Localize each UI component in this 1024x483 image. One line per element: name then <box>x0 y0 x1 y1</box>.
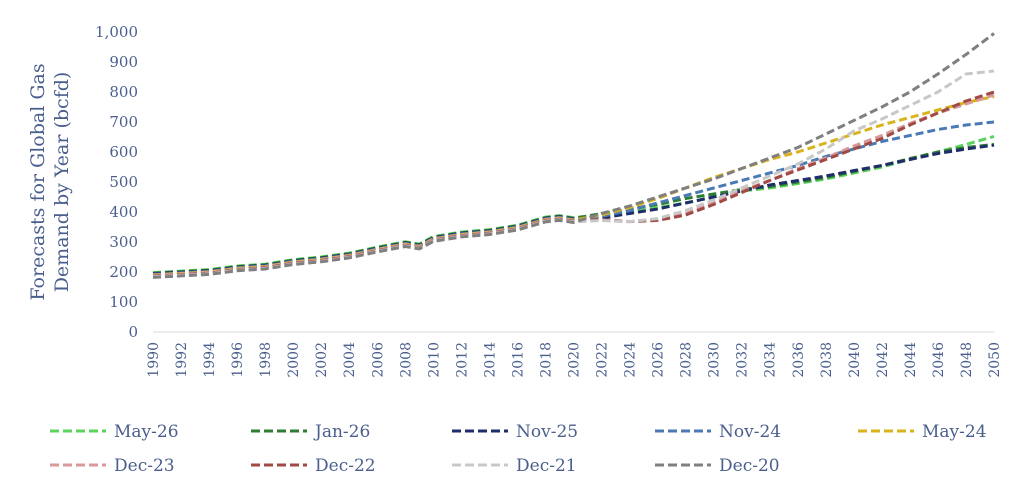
x-tick-label: 2014 <box>482 342 498 378</box>
x-tick-label: 2050 <box>987 342 1003 378</box>
y-tick-label: 200 <box>109 263 138 281</box>
x-tick-label: 2040 <box>847 342 863 378</box>
legend-item-dec-21: Dec-21 <box>452 456 577 476</box>
x-tick-label: 2006 <box>370 342 386 378</box>
y-tick-label: 800 <box>109 83 138 101</box>
x-tick-label: 2032 <box>735 342 751 378</box>
y-axis-title-line: Forecasts for Global Gas <box>27 63 49 300</box>
series-line-dec-22 <box>152 90 995 278</box>
x-tick-label: 2048 <box>959 342 975 378</box>
x-tick-label: 2018 <box>538 342 554 378</box>
y-axis-label: Forecasts for Global Gas Demand by Year (… <box>27 63 73 300</box>
x-tick-label: 1998 <box>258 342 274 378</box>
x-tick-label: 1992 <box>174 342 190 378</box>
x-tick-label: 2000 <box>286 342 302 378</box>
series-lines <box>152 32 995 279</box>
legend-item-dec-20: Dec-20 <box>655 456 780 476</box>
y-axis-title-line: Demand by Year (bcfd) <box>51 72 73 293</box>
x-tick-label: 2034 <box>763 342 779 378</box>
legend: May-26 Jan-26 Nov-25 Nov-24 May-24 Dec-23 Dec-… <box>50 422 987 476</box>
legend-label: Jan-26 <box>313 422 370 442</box>
x-tick-label: 2024 <box>623 342 639 378</box>
x-tick-label: 2004 <box>342 342 358 378</box>
x-tick-label: 2028 <box>679 342 695 378</box>
legend-item-nov-25: Nov-25 <box>452 422 578 442</box>
y-tick-label: 100 <box>109 293 138 311</box>
series-line-may-24 <box>152 95 995 277</box>
x-tick-label: 2036 <box>791 342 807 378</box>
legend-label: Dec-22 <box>315 456 376 476</box>
series-line-nov-25 <box>152 143 995 276</box>
legend-item-nov-24: Nov-24 <box>655 422 781 442</box>
x-tick-label: 2020 <box>567 342 583 378</box>
y-tick-label: 1,000 <box>95 23 138 41</box>
x-tick-label: 2012 <box>454 342 470 378</box>
legend-item-may-26: May-26 <box>50 422 179 442</box>
x-tick-label: 2026 <box>651 342 667 378</box>
legend-item-jan-26: Jan-26 <box>251 422 370 442</box>
y-axis-title: Forecasts for Global Gas Demand by Year (… <box>27 63 73 300</box>
y-tick-label: 600 <box>109 143 138 161</box>
y-axis-ticks: 0 100 200 300 400 500 600 700 800 900 1,000 <box>95 23 138 341</box>
legend-item-dec-22: Dec-22 <box>251 456 376 476</box>
legend-item-dec-23: Dec-23 <box>50 456 175 476</box>
x-tick-label: 2010 <box>426 342 442 378</box>
series-line-jan-26 <box>152 143 995 275</box>
y-tick-label: 900 <box>109 53 138 71</box>
series-line-dec-23 <box>152 93 995 278</box>
x-tick-label: 1990 <box>146 342 162 378</box>
legend-label: Nov-25 <box>516 422 578 442</box>
x-axis-ticks: 1990 1992 1994 1996 1998 2000 2002 2004 2006 2008… <box>146 342 1003 378</box>
x-tick-label: 2022 <box>595 342 611 378</box>
x-tick-label: 2016 <box>510 342 526 378</box>
series-line-may-26 <box>152 134 995 275</box>
x-tick-label: 2042 <box>875 342 891 378</box>
x-tick-label: 2002 <box>314 342 330 378</box>
y-tick-label: 0 <box>128 323 138 341</box>
x-tick-label: 2038 <box>819 342 835 378</box>
series-line-dec-21 <box>152 69 995 279</box>
legend-label: May-24 <box>922 422 987 442</box>
series-line-dec-20 <box>152 32 995 279</box>
legend-item-may-24: May-24 <box>858 422 987 442</box>
x-tick-label: 2030 <box>707 342 723 378</box>
legend-label: May-26 <box>114 422 179 442</box>
y-tick-label: 500 <box>109 173 138 191</box>
y-tick-label: 400 <box>109 203 138 221</box>
y-tick-label: 300 <box>109 233 138 251</box>
x-tick-label: 2046 <box>931 342 947 378</box>
y-tick-label: 700 <box>109 113 138 131</box>
legend-label: Dec-23 <box>114 456 175 476</box>
x-tick-label: 1996 <box>230 342 246 378</box>
legend-label: Dec-21 <box>516 456 577 476</box>
x-tick-label: 2044 <box>903 342 919 378</box>
x-tick-label: 2008 <box>398 342 414 378</box>
legend-label: Nov-24 <box>719 422 781 442</box>
x-tick-label: 1994 <box>202 342 218 378</box>
legend-label: Dec-20 <box>719 456 780 476</box>
